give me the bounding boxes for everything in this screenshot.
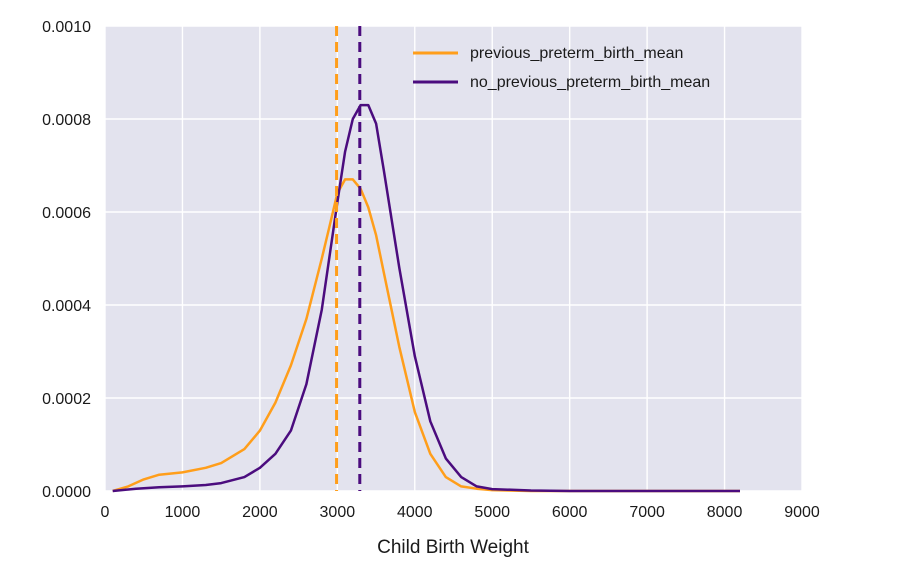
y-tick-label-5: 0.0010 xyxy=(42,19,91,36)
y-tick-label-1: 0.0002 xyxy=(42,391,91,408)
x-tick-label-0: 0 xyxy=(101,504,110,521)
y-tick-label-0: 0.0000 xyxy=(42,484,91,501)
x-tick-label-8: 8000 xyxy=(707,504,743,521)
x-tick-label-2: 2000 xyxy=(242,504,278,521)
x-tick-label-3: 3000 xyxy=(320,504,356,521)
x-tick-label-6: 6000 xyxy=(552,504,588,521)
x-tick-label-7: 7000 xyxy=(629,504,665,521)
y-tick-label-3: 0.0006 xyxy=(42,205,91,222)
mean-lines xyxy=(335,26,362,491)
legend-label-1: previous_preterm_birth_mean xyxy=(470,45,683,62)
tick-labels: 0 1000 2000 3000 4000 5000 6000 7000 8000 9000 0.0… xyxy=(42,19,820,521)
density-lines xyxy=(112,103,740,493)
y-tick-label-2: 0.0004 xyxy=(42,298,91,315)
grid xyxy=(104,25,803,492)
x-tick-label-4: 4000 xyxy=(397,504,433,521)
plot-background xyxy=(105,26,802,491)
legend: previous_preterm_birth_mean no_previous_p… xyxy=(413,45,710,91)
x-axis-title: Child Birth Weight xyxy=(377,537,529,558)
y-tick-label-4: 0.0008 xyxy=(42,112,91,129)
x-tick-label-5: 5000 xyxy=(474,504,510,521)
density-line-2 xyxy=(112,103,740,493)
x-tick-label-9: 9000 xyxy=(784,504,820,521)
legend-label-2: no_previous_preterm_birth_mean xyxy=(470,74,710,91)
x-tick-label-1: 1000 xyxy=(165,504,201,521)
density-line-1 xyxy=(112,178,740,493)
